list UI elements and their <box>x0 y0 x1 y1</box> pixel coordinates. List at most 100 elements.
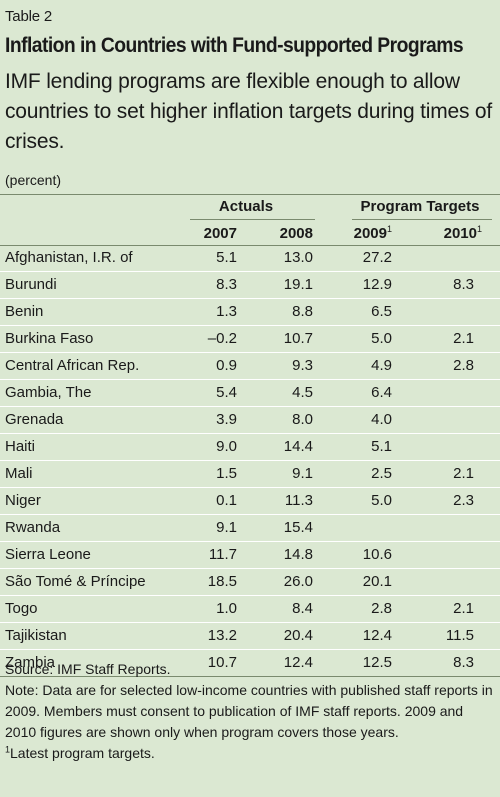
value-2007: 13.2 <box>207 627 237 644</box>
value-2008: 14.4 <box>283 438 313 455</box>
value-2007: 5.1 <box>216 249 237 266</box>
value-2008: 19.1 <box>283 276 313 293</box>
value-2008: 12.4 <box>283 654 313 671</box>
value-2009: 4.9 <box>371 357 392 374</box>
table-title: Inflation in Countries with Fund-support… <box>5 34 464 57</box>
value-2009: 5.0 <box>371 492 392 509</box>
actuals-group-header: Actuals <box>218 198 274 215</box>
value-2007: 1.5 <box>216 465 237 482</box>
value-2008: 11.3 <box>284 492 313 509</box>
value-2007: 5.4 <box>216 384 237 401</box>
table-row: Burundi 8.3 19.1 12.9 8.3 <box>0 272 500 299</box>
value-2007: 18.5 <box>207 573 237 590</box>
value-2009: 12.9 <box>362 276 392 293</box>
table-notes: Source: IMF Staff Reports. Note: Data ar… <box>5 659 495 764</box>
country-cell: Zambia <box>5 654 56 671</box>
value-2010: 2.3 <box>453 492 474 509</box>
country-cell: Central African Rep. <box>5 357 140 374</box>
value-2007: 10.7 <box>207 654 237 671</box>
value-2009: 12.5 <box>362 654 392 671</box>
table-row: Burkina Faso –0.2 10.7 5.0 2.1 <box>0 326 500 353</box>
value-2009: 20.1 <box>362 573 392 590</box>
country-cell: Mali <box>5 465 33 482</box>
table-row: Mali 1.5 9.1 2.5 2.1 <box>0 461 500 488</box>
value-2009: 5.1 <box>371 438 392 455</box>
col-header-2008: 2008 <box>279 225 313 242</box>
table-row: Grenada 3.9 8.0 4.0 <box>0 407 500 434</box>
table-row: Central African Rep. 0.9 9.3 4.9 2.8 <box>0 353 500 380</box>
value-2010: 2.1 <box>453 330 474 347</box>
value-2007: 9.1 <box>216 519 237 536</box>
value-2007: 1.0 <box>216 600 237 617</box>
value-2009: 12.4 <box>362 627 392 644</box>
source-note: Source: IMF Staff Reports. <box>5 661 171 677</box>
value-2007: 0.1 <box>216 492 237 509</box>
value-2009: 2.5 <box>371 465 392 482</box>
table-body: Afghanistan, I.R. of 5.1 13.0 27.2 Burundi 8.… <box>0 245 500 677</box>
value-2008: 26.0 <box>283 573 313 590</box>
value-2008: 15.4 <box>283 519 313 536</box>
country-cell: Benin <box>5 303 44 320</box>
country-cell: Afghanistan, I.R. of <box>5 249 133 266</box>
value-2008: 20.4 <box>283 627 313 644</box>
table-row: Niger 0.1 11.3 5.0 2.3 <box>0 488 500 515</box>
country-cell: Tajikistan <box>5 627 67 644</box>
table-label: Table 2 <box>5 8 52 25</box>
value-2009: 5.0 <box>371 330 392 347</box>
table-row: São Tomé & Príncipe 18.5 26.0 20.1 <box>0 569 500 596</box>
value-2009: 2.8 <box>371 600 392 617</box>
value-2010: 8.3 <box>453 276 474 293</box>
country-cell: Niger <box>5 492 41 509</box>
top-rule <box>0 194 500 195</box>
table-row: Rwanda 9.1 15.4 <box>0 515 500 542</box>
value-2009: 10.6 <box>362 546 392 563</box>
value-2008: 8.8 <box>292 303 313 320</box>
table-row: Gambia, The 5.4 4.5 6.4 <box>0 380 500 407</box>
col-header-2010: 20101 <box>443 224 482 243</box>
value-2009: 6.4 <box>371 384 392 401</box>
value-2008: 4.5 <box>292 384 313 401</box>
footnote-marker: 1 <box>476 224 482 234</box>
table-row: Haiti 9.0 14.4 5.1 <box>0 434 500 461</box>
value-2008: 10.7 <box>283 330 313 347</box>
table-row: Togo 1.0 8.4 2.8 2.1 <box>0 596 500 623</box>
value-2007: 0.9 <box>216 357 237 374</box>
value-2008: 14.8 <box>283 546 313 563</box>
actuals-underline <box>190 219 315 220</box>
table-row: Afghanistan, I.R. of 5.1 13.0 27.2 <box>0 245 500 272</box>
value-2010: 2.1 <box>453 465 474 482</box>
table-row: Benin 1.3 8.8 6.5 <box>0 299 500 326</box>
header-rule <box>0 245 500 246</box>
col-header-2007: 2007 <box>203 225 237 242</box>
value-2007: 3.9 <box>216 411 237 428</box>
data-note: Note: Data are for selected low-income c… <box>5 682 493 740</box>
unit-label: (percent) <box>5 172 62 188</box>
value-2008: 8.4 <box>292 600 313 617</box>
table-row: Sierra Leone 11.7 14.8 10.6 <box>0 542 500 569</box>
targets-underline <box>352 219 492 220</box>
value-2010: 8.3 <box>453 654 474 671</box>
value-2009: 27.2 <box>362 249 392 266</box>
value-2009: 4.0 <box>371 411 392 428</box>
value-2008: 8.0 <box>292 411 313 428</box>
value-2008: 9.3 <box>292 357 313 374</box>
footnote-marker: 1 <box>386 224 392 234</box>
country-cell: Gambia, The <box>5 384 92 401</box>
value-2010: 2.8 <box>453 357 474 374</box>
table-row: Tajikistan 13.2 20.4 12.4 11.5 <box>0 623 500 650</box>
col-header-2009: 20091 <box>353 224 392 243</box>
table-subtitle: IMF lending programs are flexible enough… <box>5 70 493 153</box>
value-2007: –0.2 <box>207 330 237 347</box>
country-cell: Haiti <box>5 438 36 455</box>
country-cell: Sierra Leone <box>5 546 91 563</box>
value-2008: 9.1 <box>292 465 313 482</box>
value-2007: 9.0 <box>216 438 237 455</box>
targets-group-header: Program Targets <box>360 198 480 215</box>
value-2007: 8.3 <box>216 276 237 293</box>
value-2009: 6.5 <box>371 303 392 320</box>
value-2007: 11.7 <box>208 546 237 563</box>
value-2007: 1.3 <box>216 303 237 320</box>
value-2010: 11.5 <box>445 627 474 644</box>
value-2008: 13.0 <box>283 249 313 266</box>
